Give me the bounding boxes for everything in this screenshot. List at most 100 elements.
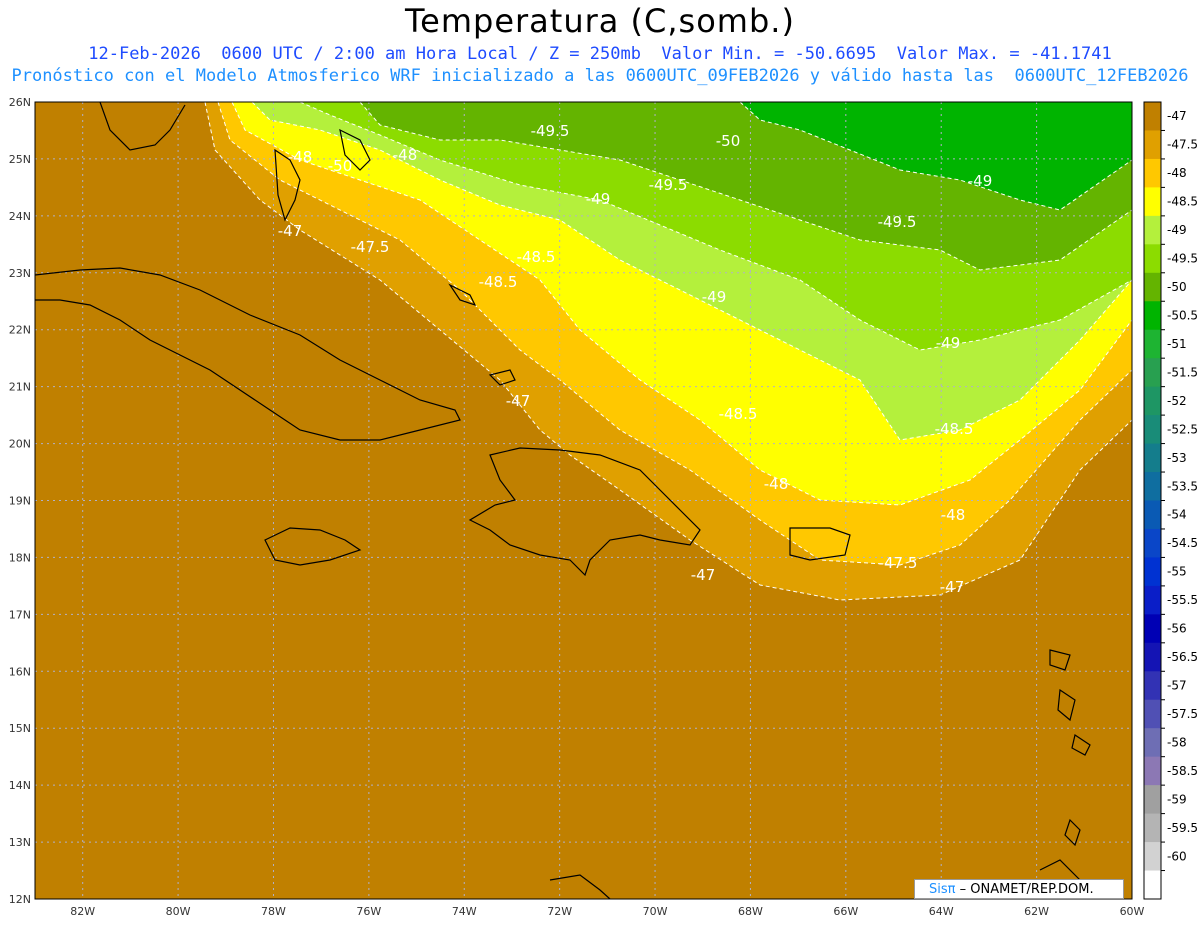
coastlines	[35, 102, 1101, 899]
contour-label: -49.5	[649, 176, 688, 194]
field-band-minus50-5	[740, 102, 1132, 210]
colorbar-label: -53.5	[1167, 479, 1198, 493]
longitude-label: 82W	[70, 905, 95, 918]
colorbar-label: -52	[1167, 394, 1187, 408]
contour-labels: -49.5 -50 -49 -48 -49.5 -49 -50 -49.5 -48.5 -48 -4…	[278, 122, 993, 596]
latitude-label: 21N	[9, 381, 31, 394]
contour-label: -48	[393, 146, 418, 164]
contour-label: -47	[940, 578, 965, 596]
colorbar-swatch	[1144, 642, 1161, 672]
colorbar-label: -59.5	[1167, 821, 1198, 835]
colorbar-swatch	[1144, 756, 1161, 786]
colorbar-label: -54.5	[1167, 536, 1198, 550]
latitude-label: 20N	[9, 438, 31, 451]
contour-label: -48.5	[719, 405, 758, 423]
colorbar-swatch	[1144, 244, 1161, 274]
colorbar-label: -50.5	[1167, 308, 1198, 322]
colorbar-swatch	[1144, 130, 1161, 160]
latitude-labels: 26N 25N 24N 23N 22N 21N 20N 19N 18N 17N 16N 15N 14N 1…	[9, 96, 31, 906]
latitude-label: 12N	[9, 893, 31, 906]
latitude-label: 14N	[9, 779, 31, 792]
longitude-label: 64W	[929, 905, 954, 918]
latitude-label: 19N	[9, 495, 31, 508]
colorbar-label: -49	[1167, 223, 1187, 237]
subtitle-valid-time: 12-Feb-2026 0600 UTC / 2:00 am Hora Loca…	[88, 44, 1112, 64]
contour-label: -48	[764, 475, 789, 493]
contour-label: -50	[716, 132, 741, 150]
colorbar-swatch	[1144, 699, 1161, 729]
colorbar-swatch	[1144, 671, 1161, 701]
longitude-label: 70W	[643, 905, 668, 918]
lat-lon-grid	[35, 102, 1132, 899]
colorbar-label: -57	[1167, 679, 1187, 693]
contour-label: -49	[702, 288, 727, 306]
contour-label: -49	[586, 190, 611, 208]
colorbar-label: -50	[1167, 280, 1187, 294]
colorbar-swatch	[1144, 728, 1161, 758]
credit-box: Sisπ – ONAMET/REP.DOM.	[914, 879, 1124, 899]
contour-label: -47	[506, 392, 531, 410]
colorbar-label: -54	[1167, 508, 1187, 522]
longitude-label: 66W	[833, 905, 858, 918]
colorbar-swatch	[1144, 358, 1161, 388]
colorbar-label: -56	[1167, 622, 1187, 636]
longitude-label: 72W	[547, 905, 572, 918]
plot-frame	[34, 101, 1133, 900]
colorbar-swatch	[1144, 187, 1161, 217]
colorbar-swatch	[1144, 443, 1161, 473]
contour-label: -48	[288, 148, 313, 166]
latitude-label: 17N	[9, 608, 31, 621]
colorbar-swatch	[1144, 329, 1161, 359]
latitude-label: 15N	[9, 722, 31, 735]
colorbar-label: -47	[1167, 109, 1187, 123]
longitude-labels: 82W 80W 78W 76W 74W 72W 70W 68W 66W 64W 62W 60W	[70, 905, 1144, 918]
latitude-label: 18N	[9, 551, 31, 564]
contour-label: -49	[968, 172, 993, 190]
colorbar-swatch	[1144, 528, 1161, 558]
colorbar-swatch	[1144, 557, 1161, 587]
contour-lines	[204, 102, 1132, 601]
colorbar-swatch	[1144, 472, 1161, 501]
colorbar-label: -58	[1167, 735, 1187, 749]
colorbar-swatch	[1144, 500, 1161, 530]
contour-label: -47.5	[879, 554, 918, 572]
map-title: Temperatura (C,somb.)	[405, 2, 795, 40]
colorbar-swatch	[1144, 215, 1161, 245]
colorbar-label: -49.5	[1167, 252, 1198, 266]
contour-label: -49.5	[531, 122, 570, 140]
colorbar-swatch	[1144, 785, 1161, 815]
contour-label: -47	[691, 566, 716, 584]
longitude-label: 78W	[261, 905, 286, 918]
colorbar-label: -51.5	[1167, 365, 1198, 379]
subtitle-model-info: Pronóstico con el Modelo Atmosferico WRF…	[11, 66, 1189, 86]
colorbar-label: -53	[1167, 451, 1187, 465]
contour-label: -47.5	[351, 238, 390, 256]
colorbar-label: -51	[1167, 337, 1187, 351]
latitude-label: 24N	[9, 210, 31, 223]
colorbar-label: -58.5	[1167, 764, 1198, 778]
colorbar-label: -47.5	[1167, 138, 1198, 152]
colorbar-swatch	[1144, 158, 1161, 188]
contour-label: -48	[941, 506, 966, 524]
latitude-label: 23N	[9, 267, 31, 280]
colorbar-swatch	[1144, 301, 1161, 331]
colorbar-label: -60	[1167, 849, 1187, 863]
colorbar-swatch	[1144, 386, 1161, 416]
colorbar-swatch	[1144, 102, 1161, 131]
credit-text: – ONAMET/REP.DOM.	[955, 882, 1094, 897]
latitude-label: 25N	[9, 153, 31, 166]
colorbar-label: -56.5	[1167, 650, 1198, 664]
contour-label: -50	[328, 157, 353, 175]
contour-label: -48.5	[517, 248, 556, 266]
colorbar-label: -57.5	[1167, 707, 1198, 721]
colorbar-label: -48	[1167, 166, 1187, 180]
colorbar-swatch	[1144, 842, 1161, 872]
sispi-logo: Sisπ	[929, 882, 956, 897]
colorbar-swatch	[1144, 415, 1161, 445]
colorbar-label: -59	[1167, 792, 1187, 806]
colorbar-label: -52.5	[1167, 422, 1198, 436]
longitude-label: 80W	[166, 905, 191, 918]
colorbar-label: -55	[1167, 565, 1187, 579]
colorbar-swatch	[1144, 272, 1161, 302]
